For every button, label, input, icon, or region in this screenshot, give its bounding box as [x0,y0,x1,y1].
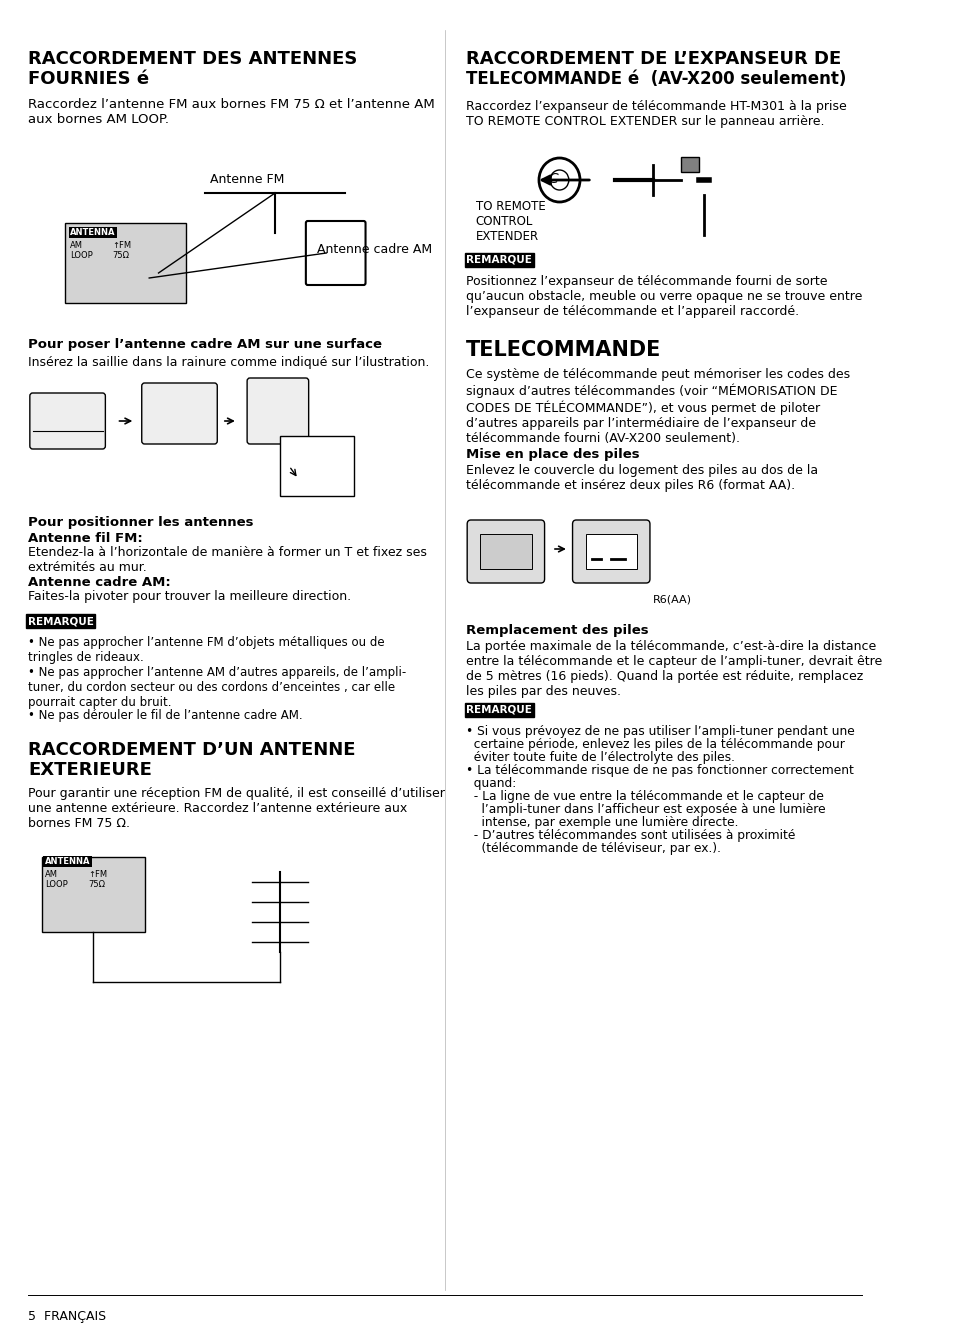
FancyBboxPatch shape [467,520,544,583]
Text: TELECOMMANDE: TELECOMMANDE [466,340,661,360]
Text: • Ne pas approcher l’antenne AM d’autres appareils, de l’ampli-
tuner, du cordon: • Ne pas approcher l’antenne AM d’autres… [28,666,406,709]
FancyBboxPatch shape [30,393,105,449]
FancyBboxPatch shape [142,382,217,444]
Text: TELECOMMANDE é  (AV-X200 seulement): TELECOMMANDE é (AV-X200 seulement) [466,70,845,88]
Text: TO REMOTE
CONTROL
EXTENDER: TO REMOTE CONTROL EXTENDER [476,201,545,243]
Text: ↑FM: ↑FM [112,241,131,250]
Text: • Ne pas dérouler le fil de l’antenne cadre AM.: • Ne pas dérouler le fil de l’antenne ca… [28,709,302,722]
Text: Antenne cadre AM:: Antenne cadre AM: [28,576,171,590]
Text: • Ne pas approcher l’antenne FM d’objets métalliques ou de
tringles de rideaux.: • Ne pas approcher l’antenne FM d’objets… [28,636,384,664]
Text: RACCORDEMENT DE L’EXPANSEUR DE: RACCORDEMENT DE L’EXPANSEUR DE [466,49,841,68]
Bar [680,156,699,172]
Text: 75Ω: 75Ω [89,880,106,889]
Text: quand:: quand: [466,777,516,790]
Text: Positionnez l’expanseur de télécommande fourni de sorte
qu’aucun obstacle, meubl: Positionnez l’expanseur de télécommande … [466,275,862,318]
Text: • Si vous prévoyez de ne pas utiliser l’ampli-tuner pendant une: • Si vous prévoyez de ne pas utiliser l’… [466,725,854,738]
Text: REMARQUE: REMARQUE [28,616,93,626]
Text: LOOP: LOOP [45,880,68,889]
Text: Pour positionner les antennes: Pour positionner les antennes [28,516,253,529]
Text: Ce système de télécommande peut mémoriser les codes des
signaux d’autres télécom: Ce système de télécommande peut mémorise… [466,368,849,445]
Bar [279,436,354,496]
Text: 75Ω: 75Ω [112,251,129,259]
Text: FOURNIES é: FOURNIES é [28,70,149,88]
Text: R6(AA): R6(AA) [652,594,691,604]
Text: Etendez-la à l’horizontale de manière à former un T et fixez ses
extrémités au m: Etendez-la à l’horizontale de manière à … [28,545,426,574]
Text: AM: AM [45,870,58,878]
Bar [479,533,531,570]
Text: certaine période, enlevez les piles de la télécommande pour: certaine période, enlevez les piles de l… [466,738,844,751]
Text: (télécommande de téléviseur, par ex.).: (télécommande de téléviseur, par ex.). [466,842,720,854]
Text: AM: AM [70,241,83,250]
Text: Pour garantir une réception FM de qualité, il est conseillé d’utiliser
une anten: Pour garantir une réception FM de qualit… [28,787,444,830]
Bar [65,223,186,303]
Text: ↑FM: ↑FM [89,870,108,878]
Text: Remplacement des piles: Remplacement des piles [466,624,648,636]
Text: l’ampli-tuner dans l’afficheur est exposée à une lumière: l’ampli-tuner dans l’afficheur est expos… [466,804,825,816]
Bar [42,857,145,932]
Text: • La télécommande risque de ne pas fonctionner correctement: • La télécommande risque de ne pas fonct… [466,763,853,777]
Text: REMARQUE: REMARQUE [466,705,532,715]
Text: Antenne cadre AM: Antenne cadre AM [316,243,432,255]
Text: Antenne fil FM:: Antenne fil FM: [28,532,143,545]
Text: 5  FRANÇAIS: 5 FRANÇAIS [28,1310,106,1324]
FancyBboxPatch shape [247,378,309,444]
Text: RACCORDEMENT D’UN ANTENNE: RACCORDEMENT D’UN ANTENNE [28,741,355,759]
Text: ANTENNA: ANTENNA [70,229,115,237]
Text: Antenne FM: Antenne FM [210,172,284,186]
Text: Faites-la pivoter pour trouver la meilleure direction.: Faites-la pivoter pour trouver la meille… [28,590,351,603]
Text: Enlevez le couvercle du logement des piles au dos de la
télécommande et insérez : Enlevez le couvercle du logement des pil… [466,464,818,492]
Text: RACCORDEMENT DES ANTENNES: RACCORDEMENT DES ANTENNES [28,49,357,68]
Text: Mise en place des piles: Mise en place des piles [466,448,639,461]
Text: REMARQUE: REMARQUE [466,255,532,265]
Text: EXTERIEURE: EXTERIEURE [28,761,152,779]
Text: intense, par exemple une lumière directe.: intense, par exemple une lumière directe… [466,816,738,829]
Text: Raccordez l’antenne FM aux bornes FM 75 Ω et l’antenne AM
aux bornes AM LOOP.: Raccordez l’antenne FM aux bornes FM 75 … [28,98,435,126]
Text: Pour poser l’antenne cadre AM sur une surface: Pour poser l’antenne cadre AM sur une su… [28,338,381,352]
Text: - D’autres télécommandes sont utilisées à proximité: - D’autres télécommandes sont utilisées … [466,829,795,842]
FancyBboxPatch shape [572,520,649,583]
Text: Insérez la saillie dans la rainure comme indiqué sur l’ilustration.: Insérez la saillie dans la rainure comme… [28,356,429,369]
Text: LOOP: LOOP [70,251,92,259]
Bar [585,533,637,570]
Text: - La ligne de vue entre la télécommande et le capteur de: - La ligne de vue entre la télécommande … [466,790,823,804]
Text: éviter toute fuite de l’électrolyte des piles.: éviter toute fuite de l’électrolyte des … [466,751,735,763]
Text: C: C [548,172,558,186]
Text: Raccordez l’expanseur de télécommande HT-M301 à la prise
TO REMOTE CONTROL EXTEN: Raccordez l’expanseur de télécommande HT… [466,100,846,128]
Text: La portée maximale de la télécommande, c’est-à-dire la distance
entre la télécom: La portée maximale de la télécommande, c… [466,640,882,698]
Text: ANTENNA: ANTENNA [45,857,91,866]
